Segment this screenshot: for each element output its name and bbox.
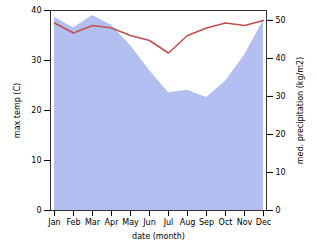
svg-text:40: 40 <box>276 54 286 63</box>
svg-text:Oct: Oct <box>219 218 233 227</box>
svg-text:10: 10 <box>31 156 41 165</box>
svg-text:20: 20 <box>31 106 41 115</box>
svg-text:Aug: Aug <box>180 218 196 227</box>
svg-text:med. precipitation (kg/m2): med. precipitation (kg/m2) <box>296 57 305 164</box>
svg-text:Jul: Jul <box>163 218 174 227</box>
svg-text:30: 30 <box>31 56 41 65</box>
svg-text:date (month): date (month) <box>132 232 185 241</box>
svg-text:20: 20 <box>276 130 286 139</box>
svg-text:Nov: Nov <box>237 218 253 227</box>
svg-text:May: May <box>122 218 139 227</box>
svg-text:Sep: Sep <box>199 218 214 227</box>
svg-text:0: 0 <box>276 206 281 215</box>
svg-text:max temp (C): max temp (C) <box>13 83 22 138</box>
svg-text:50: 50 <box>276 16 286 25</box>
svg-text:40: 40 <box>31 6 41 15</box>
svg-text:Jun: Jun <box>142 218 156 227</box>
svg-text:0: 0 <box>36 206 41 215</box>
svg-text:Jan: Jan <box>47 218 60 227</box>
svg-text:Mar: Mar <box>85 218 101 227</box>
svg-text:Dec: Dec <box>256 218 271 227</box>
svg-text:30: 30 <box>276 92 286 101</box>
svg-text:Apr: Apr <box>105 218 120 227</box>
svg-text:10: 10 <box>276 168 286 177</box>
svg-text:Feb: Feb <box>66 218 80 227</box>
